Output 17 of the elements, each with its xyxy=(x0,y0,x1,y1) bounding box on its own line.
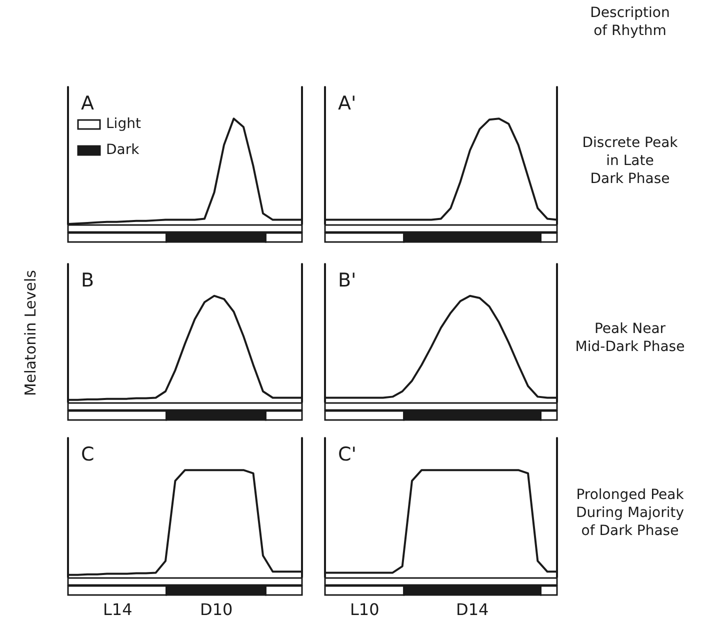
chart-title: C' xyxy=(338,444,356,466)
annotation: Dark xyxy=(106,142,140,158)
text: Description of Rhythm xyxy=(589,4,671,40)
chart-title: A' xyxy=(338,92,356,114)
text: D10 xyxy=(200,600,233,619)
text: D14 xyxy=(456,600,489,619)
text: Peak Near Mid-Dark Phase xyxy=(574,320,686,356)
text: L10 xyxy=(350,600,380,619)
text: Prolonged Peak During Majority of Dark Phase xyxy=(574,486,686,540)
annotation: Light xyxy=(106,116,141,132)
text: Discrete Peak in Late Dark Phase xyxy=(581,134,679,188)
chart-title: B xyxy=(81,270,94,292)
chart-title: C xyxy=(81,444,94,466)
chart-title: B' xyxy=(338,270,356,292)
chart-title: A xyxy=(81,92,94,114)
text: L14 xyxy=(103,600,132,619)
y-axis-title: Melatonin Levels xyxy=(22,270,40,396)
